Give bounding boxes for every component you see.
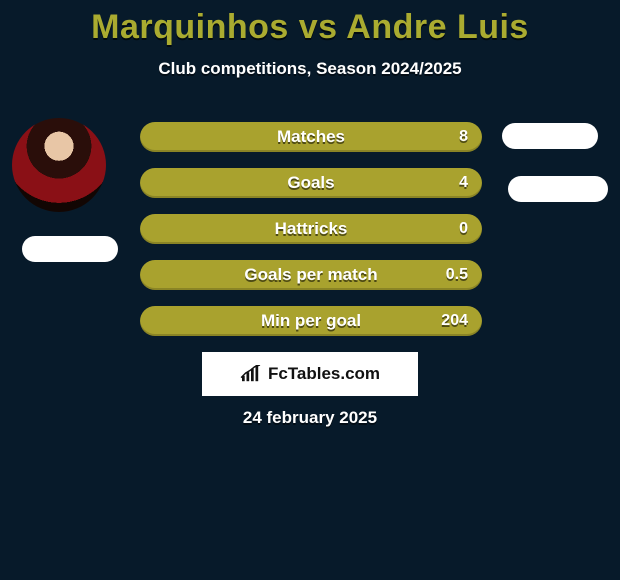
stat-bar-hattricks: Hattricks 0	[140, 214, 482, 244]
brand-chart-icon	[240, 365, 262, 383]
brand-text: FcTables.com	[268, 364, 380, 384]
player2-avatar-pill	[502, 123, 598, 149]
subtitle: Club competitions, Season 2024/2025	[0, 59, 620, 79]
player2-name-pill	[508, 176, 608, 202]
stat-bar-goals-per-match: Goals per match 0.5	[140, 260, 482, 290]
date-label: 24 february 2025	[0, 408, 620, 428]
stat-label: Goals	[140, 168, 482, 198]
stat-value: 204	[441, 306, 468, 336]
stat-label: Goals per match	[140, 260, 482, 290]
comparison-card: Marquinhos vs Andre Luis Club competitio…	[0, 0, 620, 580]
stat-bar-min-per-goal: Min per goal 204	[140, 306, 482, 336]
stat-value: 0.5	[446, 260, 468, 290]
stat-label: Min per goal	[140, 306, 482, 336]
stat-value: 8	[459, 122, 468, 152]
player1-avatar	[12, 118, 106, 212]
stat-value: 0	[459, 214, 468, 244]
page-title: Marquinhos vs Andre Luis	[0, 8, 620, 47]
brand-badge[interactable]: FcTables.com	[202, 352, 418, 396]
stat-label: Hattricks	[140, 214, 482, 244]
stat-bar-goals: Goals 4	[140, 168, 482, 198]
stat-bars: Matches 8 Goals 4 Hattricks 0 Goals per …	[140, 122, 482, 352]
stat-label: Matches	[140, 122, 482, 152]
stat-bar-matches: Matches 8	[140, 122, 482, 152]
stat-value: 4	[459, 168, 468, 198]
player1-name-pill	[22, 236, 118, 262]
